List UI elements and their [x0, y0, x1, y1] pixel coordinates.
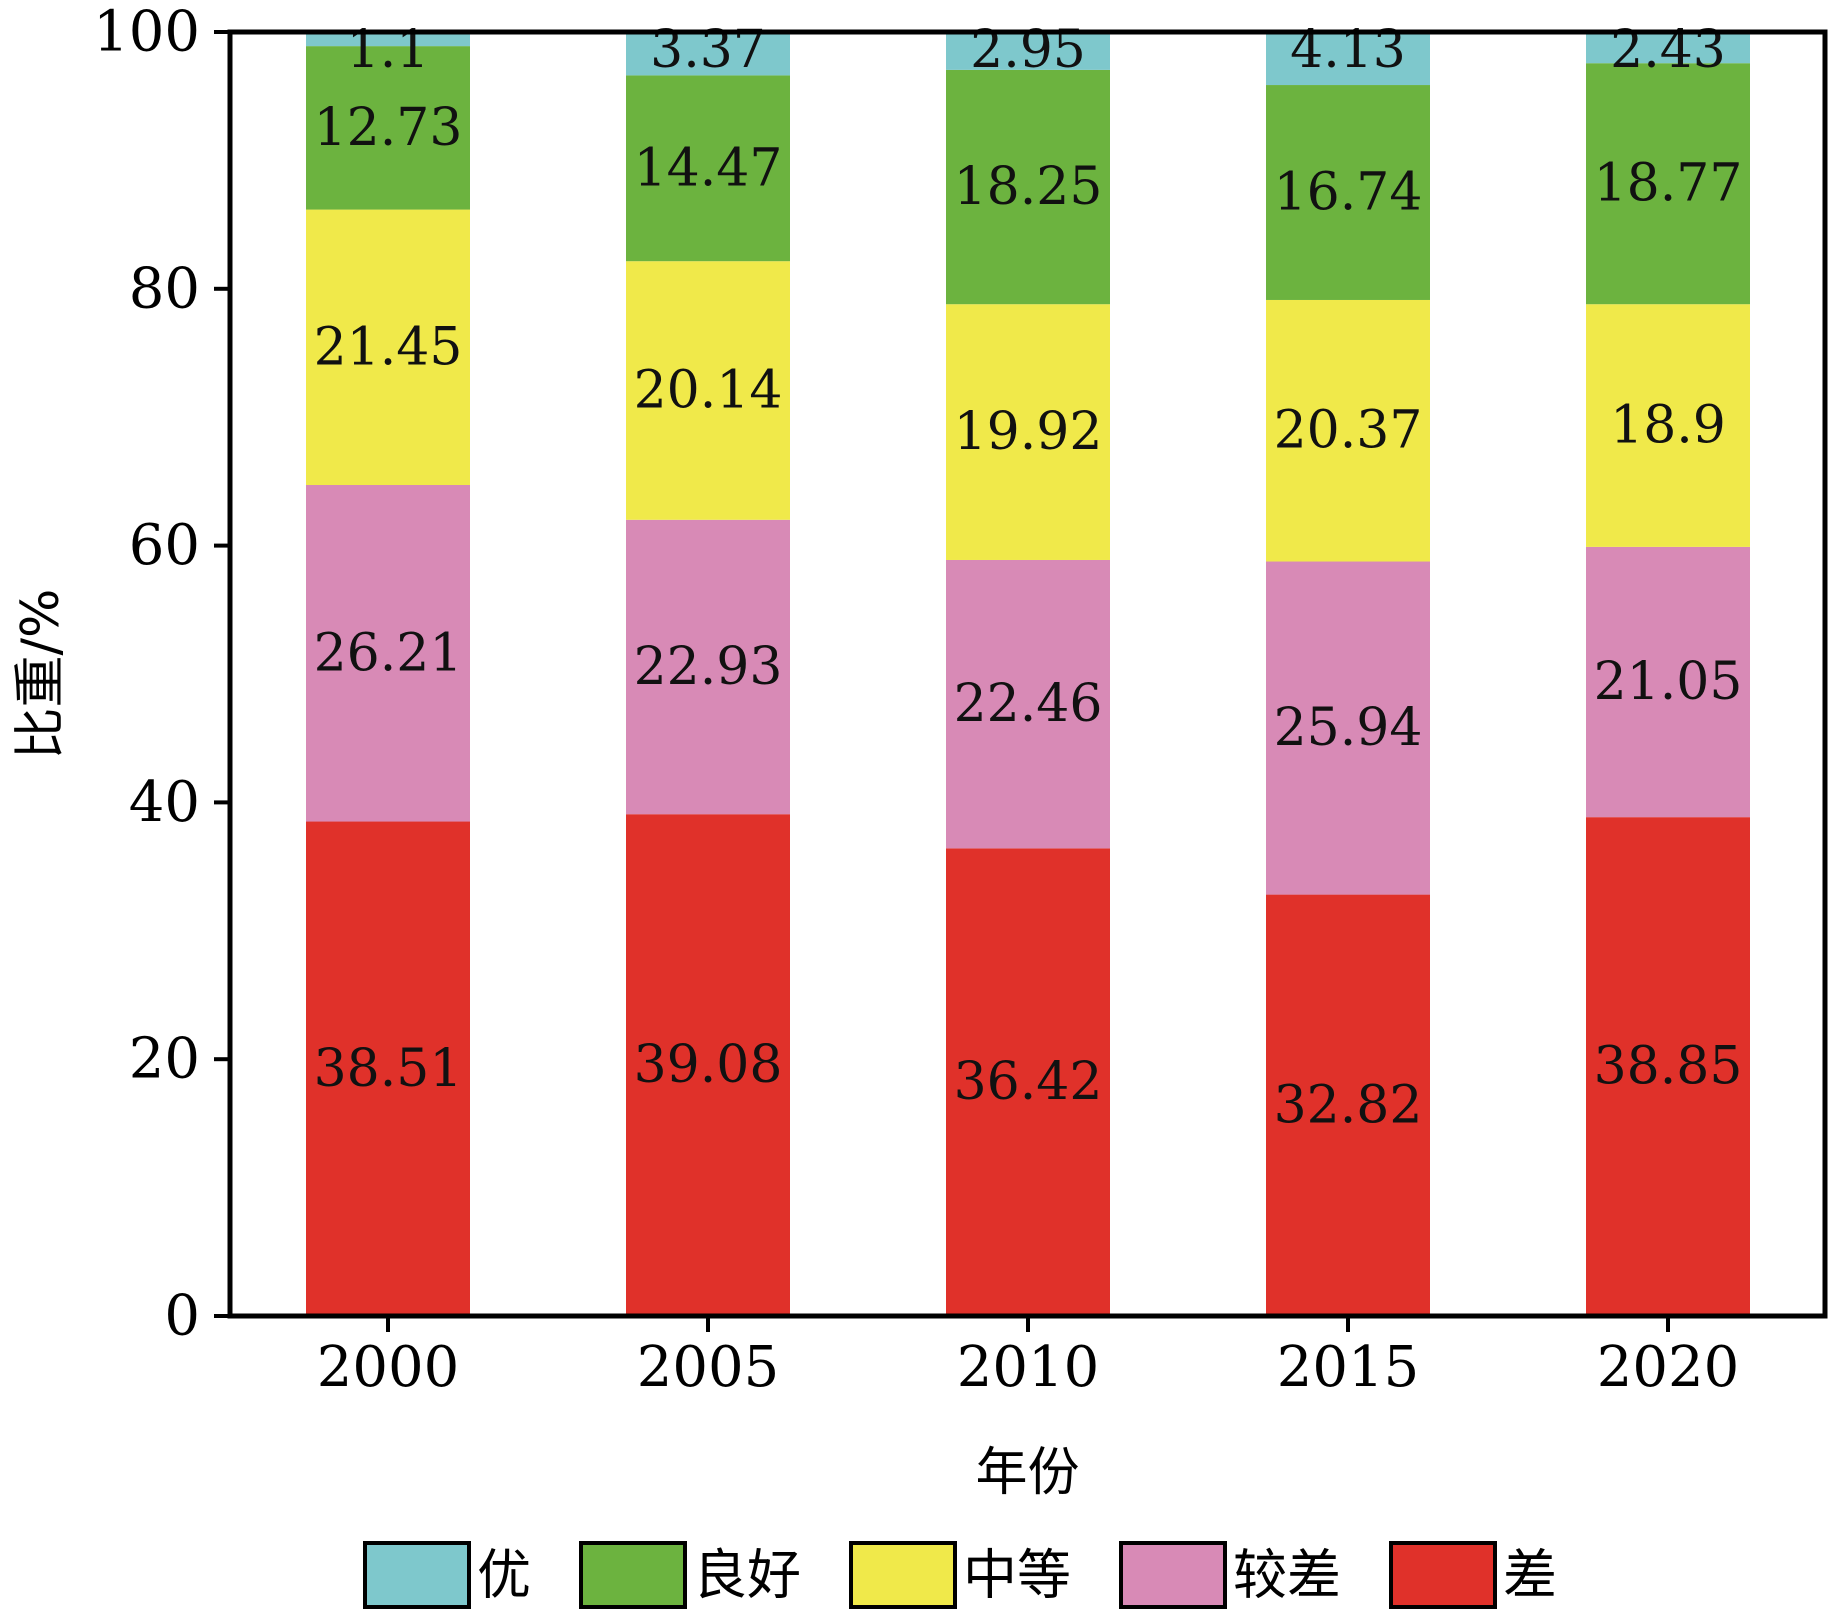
data-label: 2.95 — [970, 20, 1086, 80]
data-label: 21.05 — [1594, 652, 1743, 712]
y-tick-label: 0 — [164, 1284, 200, 1349]
x-tick-label: 2000 — [317, 1335, 460, 1400]
x-axis: 2000 2005 2010 2015 2020 — [317, 1316, 1740, 1400]
y-tick-label: 20 — [129, 1027, 200, 1092]
data-label: 21.45 — [314, 317, 463, 377]
bar-segment — [1586, 546, 1750, 818]
bar-segment — [626, 75, 790, 262]
x-axis-title: 年份 — [975, 1443, 1079, 1503]
bar-segment — [1586, 304, 1750, 547]
legend: 优 良好 中等 较差 差 — [363, 1541, 1557, 1609]
x-tick-label: 2010 — [957, 1335, 1100, 1400]
data-label: 18.77 — [1594, 154, 1743, 214]
legend-swatch — [363, 1541, 471, 1609]
data-label: 25.94 — [1274, 698, 1423, 758]
bar-segment — [306, 821, 470, 1316]
data-labels-layer: 38.51 26.21 21.45 12.73 1.1 39.08 22.93 20.14 14… — [314, 20, 1743, 1135]
bars-layer — [306, 32, 1750, 1316]
data-label: 32.82 — [1274, 1075, 1423, 1135]
bar-segment — [306, 209, 470, 485]
data-label: 22.46 — [954, 674, 1103, 734]
y-axis-title: 比重/% — [11, 589, 71, 760]
bar-segment — [1266, 299, 1430, 562]
legend-swatch — [849, 1541, 957, 1609]
data-label: 26.21 — [314, 623, 463, 683]
data-label: 18.9 — [1610, 396, 1726, 456]
data-label: 38.85 — [1594, 1037, 1743, 1097]
legend-label: 差 — [1503, 1544, 1557, 1607]
x-tick-label: 2015 — [1277, 1335, 1420, 1400]
bar-segment — [946, 304, 1110, 560]
legend-label: 较差 — [1233, 1544, 1341, 1607]
bar-segment — [626, 519, 790, 815]
data-label: 14.47 — [634, 138, 783, 198]
bar-segment — [946, 559, 1110, 849]
x-tick-label: 2020 — [1597, 1335, 1740, 1400]
y-tick-label: 100 — [93, 0, 200, 65]
legend-label: 优 — [477, 1544, 531, 1607]
legend-swatch — [1389, 1541, 1497, 1609]
bar-segment — [1266, 85, 1430, 300]
data-label: 18.25 — [954, 157, 1103, 217]
bar-segment — [626, 261, 790, 520]
bar-segment — [306, 46, 470, 210]
y-tick-label: 80 — [129, 256, 200, 321]
data-label: 39.08 — [634, 1035, 783, 1095]
legend-swatch — [579, 1541, 687, 1609]
data-label: 20.37 — [1274, 401, 1423, 461]
data-label: 36.42 — [954, 1052, 1103, 1112]
bar-segment — [1586, 63, 1750, 305]
data-label: 20.14 — [634, 360, 783, 420]
data-label: 3.37 — [650, 20, 766, 80]
data-label: 1.1 — [347, 20, 430, 80]
legend-label: 良好 — [693, 1544, 801, 1607]
data-label: 12.73 — [314, 98, 463, 158]
bar-segment — [1266, 894, 1430, 1316]
bar-segment — [306, 484, 470, 822]
data-label: 22.93 — [634, 637, 783, 697]
y-tick-label: 60 — [129, 513, 200, 578]
bar-segment — [1266, 561, 1430, 895]
bar-segment — [1586, 817, 1750, 1316]
bar-segment — [626, 32, 790, 76]
y-axis: 0 20 40 60 80 100 — [93, 0, 230, 1349]
y-tick-label: 40 — [129, 770, 200, 835]
data-label: 38.51 — [314, 1039, 463, 1099]
data-label: 19.92 — [954, 402, 1103, 462]
bar-segment — [1266, 32, 1430, 86]
data-label: 16.74 — [1274, 163, 1423, 223]
x-tick-label: 2005 — [637, 1335, 780, 1400]
bar-segment — [306, 32, 470, 47]
bar-segment — [946, 848, 1110, 1316]
data-label: 4.13 — [1290, 20, 1406, 80]
legend-swatch — [1119, 1541, 1227, 1609]
data-label: 2.43 — [1610, 20, 1726, 80]
bar-segment — [626, 814, 790, 1316]
legend-label: 中等 — [963, 1544, 1071, 1607]
bar-segment — [1586, 32, 1750, 64]
bar-segment — [946, 69, 1110, 305]
bar-segment — [946, 32, 1110, 70]
